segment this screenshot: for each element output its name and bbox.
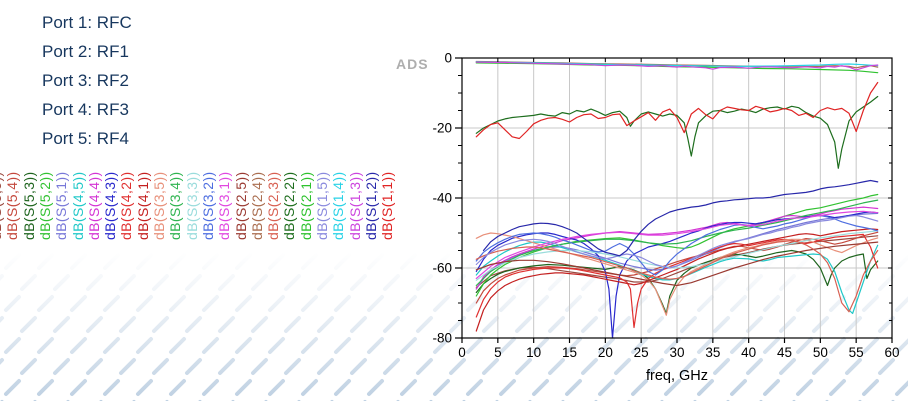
x-tick-label: 5: [494, 345, 502, 360]
trace-dBS4,2: [475, 233, 879, 329]
x-tick-label: 25: [634, 345, 649, 360]
trace-dBS1,1: [475, 81, 879, 140]
trace-dBS1,2: [482, 179, 879, 257]
x-axis-title: freq, GHz: [646, 368, 708, 384]
port-list-item: Port 4: RF3: [42, 100, 129, 119]
y-tick-label: -20: [432, 121, 452, 136]
y-tick-label: -80: [432, 331, 452, 346]
x-tick-label: 40: [741, 345, 756, 360]
y-tick-label: -60: [432, 261, 452, 276]
x-tick-label: 50: [813, 345, 828, 360]
slash-texture-fade: [0, 252, 908, 401]
x-tick-label: 45: [777, 345, 792, 360]
x-tick-label: 15: [562, 345, 577, 360]
x-tick-label: 30: [669, 345, 684, 360]
trace-dBS3,1: [475, 210, 879, 280]
port-list-item: Port 1: RFC: [42, 13, 132, 32]
trace-dBS2,2: [475, 95, 879, 169]
port-list: Port 1: RFC Port 2: RF1 Port 3: RF2 Port…: [42, 8, 132, 153]
trace-dBS1,5: [475, 214, 879, 269]
port-list-item: Port 2: RF1: [42, 42, 129, 61]
y-tick-label: -40: [432, 191, 452, 206]
trace-dBS2,3: [475, 240, 879, 313]
x-tick-label: 20: [598, 345, 613, 360]
port-list-item: Port 5: RF4: [42, 129, 129, 148]
trace-dBS4,4: [475, 206, 879, 290]
trace-dBS1,4: [475, 61, 879, 67]
trace-dBS3,5: [475, 232, 879, 316]
x-tick-label: 10: [526, 345, 541, 360]
trace-dBS5,1: [475, 212, 879, 290]
x-tick-label: 60: [884, 345, 899, 360]
y-tick-label: 0: [444, 51, 452, 66]
trace-dBS3,3: [475, 230, 879, 281]
x-tick-label: 0: [458, 345, 466, 360]
trace-dBS2,5: [475, 241, 879, 287]
trace-dBS4,1: [475, 228, 879, 332]
x-tick-label: 55: [849, 345, 864, 360]
ads-watermark: ADS: [396, 56, 429, 72]
port-list-item: Port 3: RF2: [42, 71, 129, 90]
trace-dBS1,3: [475, 61, 879, 71]
x-tick-label: 35: [705, 345, 720, 360]
